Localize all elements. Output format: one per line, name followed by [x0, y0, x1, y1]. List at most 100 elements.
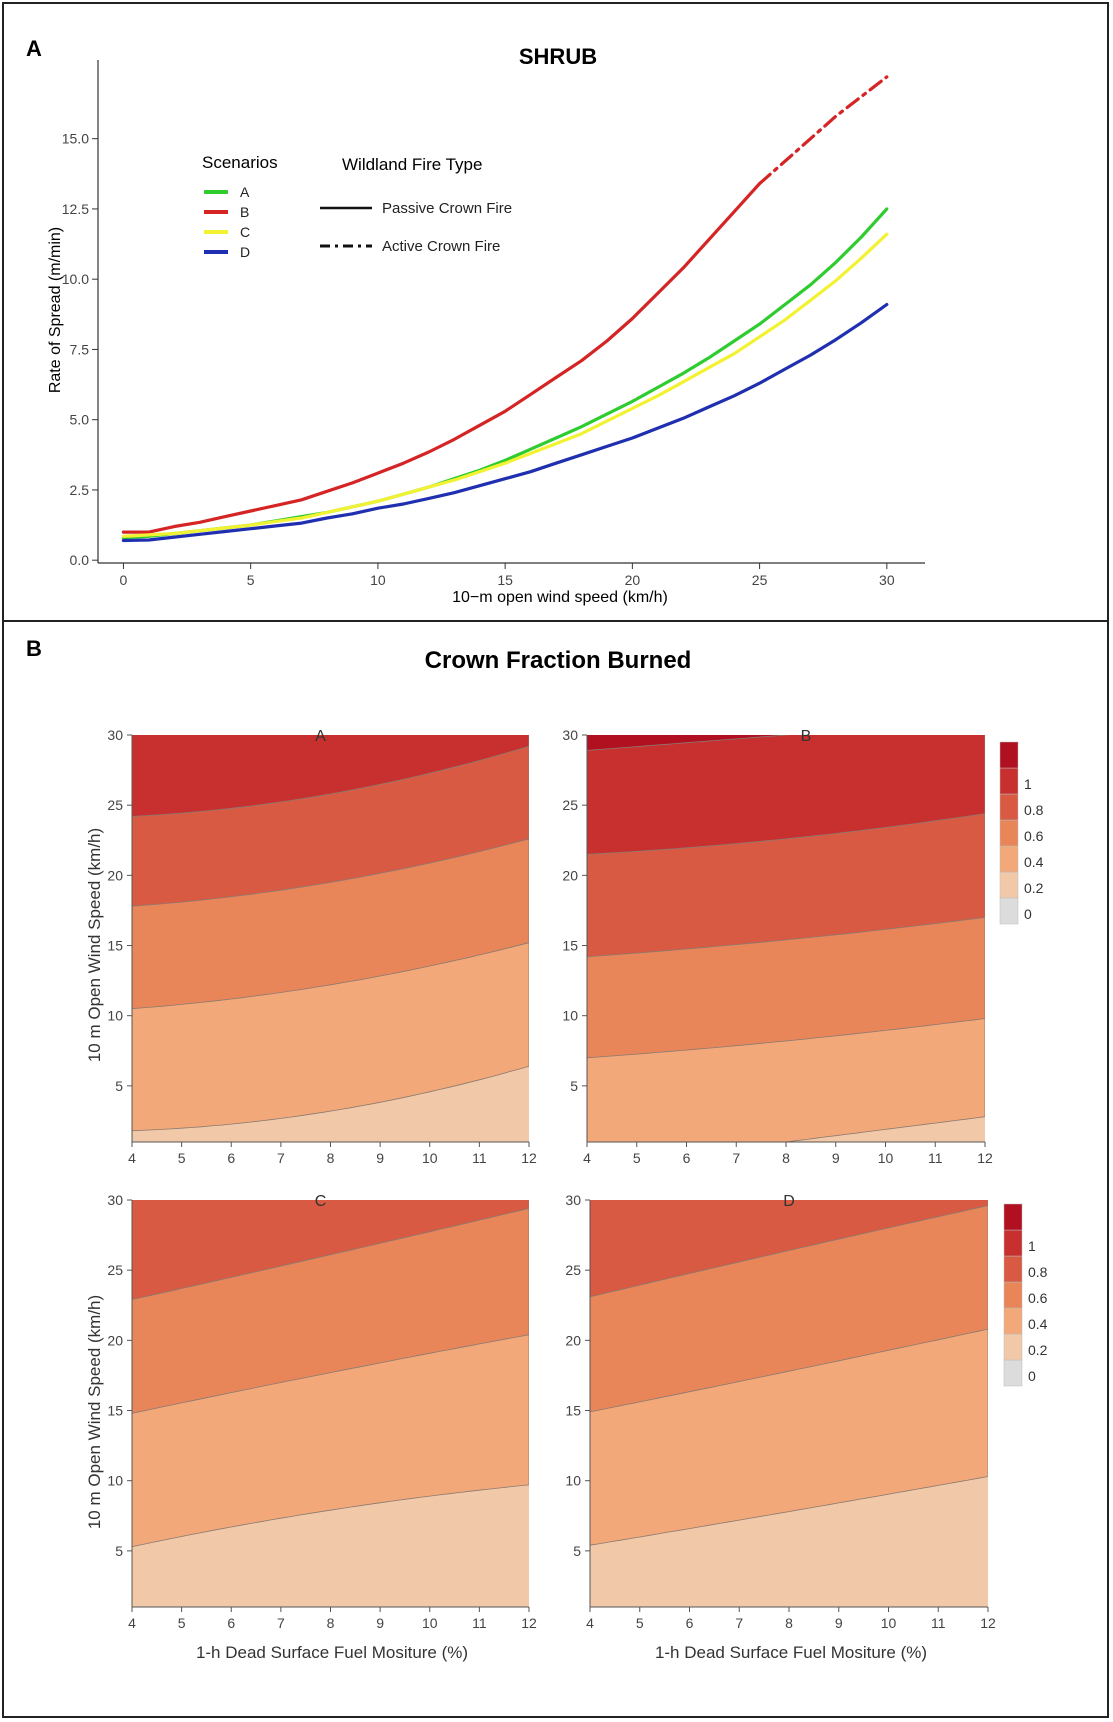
linetype-label: Passive Crown Fire	[382, 200, 512, 217]
colorbar-swatch	[999, 741, 1019, 769]
x-tick-label: 4	[128, 1615, 136, 1631]
y-tick-label: 2.5	[70, 482, 90, 498]
series-line-b	[757, 75, 889, 186]
colorbar-label: 0.6	[1024, 828, 1044, 844]
contour-panel-title: A	[315, 728, 326, 745]
y-tick-label: 15	[562, 938, 578, 954]
legend-label-c: C	[240, 224, 250, 240]
colorbar-swatch	[999, 767, 1019, 795]
y-tick-label: 20	[107, 867, 123, 883]
x-tick-label: 5	[247, 572, 255, 588]
x-tick-label: 7	[735, 1615, 743, 1631]
x-tick-label: 5	[636, 1615, 644, 1631]
y-tick-label: 10	[107, 1473, 123, 1489]
x-tick-label: 4	[583, 1150, 591, 1166]
colorbar-swatch	[1003, 1255, 1023, 1283]
x-tick-label: 5	[178, 1615, 186, 1631]
panel-a-letter: A	[26, 36, 42, 61]
panel-b-ylabel-top: 10 m Open Wind Speed (km/h)	[85, 828, 104, 1062]
colorbar-swatch	[1003, 1229, 1023, 1257]
contour-panel-title: D	[783, 1193, 795, 1210]
panel-b-xlabel-left: 1-h Dead Surface Fuel Mositure (%)	[196, 1643, 468, 1662]
x-tick-label: 6	[683, 1150, 691, 1166]
y-tick-label: 20	[107, 1332, 123, 1348]
y-tick-label: 10	[107, 1008, 123, 1024]
x-tick-label: 9	[376, 1150, 384, 1166]
series-line-a	[121, 207, 889, 540]
y-tick-label: 25	[107, 1262, 123, 1278]
x-tick-label: 11	[472, 1615, 487, 1631]
x-tick-label: 15	[497, 572, 513, 588]
contour-band	[590, 1200, 988, 1298]
colorbar-label: 0.4	[1024, 854, 1044, 870]
panel-divider	[2, 620, 1109, 622]
y-tick-label: 12.5	[62, 201, 89, 217]
y-tick-label: 5	[115, 1078, 123, 1094]
x-tick-label: 8	[785, 1615, 793, 1631]
x-tick-label: 11	[931, 1615, 946, 1631]
x-tick-label: 7	[277, 1150, 285, 1166]
colorbar-swatch	[1003, 1307, 1023, 1335]
x-tick-label: 9	[835, 1615, 843, 1631]
x-tick-label: 12	[521, 1150, 537, 1166]
x-tick-label: 25	[752, 572, 768, 588]
y-tick-label: 15	[107, 1403, 123, 1419]
colorbar-label: 0.2	[1028, 1342, 1048, 1358]
y-tick-label: 10	[565, 1473, 581, 1489]
legend-title-scenarios: Scenarios	[202, 153, 278, 172]
x-tick-label: 11	[928, 1150, 943, 1166]
x-tick-label: 10	[878, 1150, 894, 1166]
panel-b-letter: B	[26, 636, 42, 661]
x-tick-label: 6	[227, 1150, 235, 1166]
colorbar-label: 0.8	[1028, 1264, 1048, 1280]
series-line-c	[121, 232, 889, 538]
x-tick-label: 20	[625, 572, 641, 588]
colorbar-swatch	[999, 871, 1019, 899]
y-tick-label: 20	[562, 867, 578, 883]
colorbar-swatch	[999, 819, 1019, 847]
colorbar-swatch	[1003, 1359, 1023, 1387]
legend-label-a: A	[240, 184, 250, 200]
panel-b-contour-plots: 4 5 6 7 8 9 10 11 12 5 10 15 20 25 30 A 4 5 6 7 8 9 10 11 12 5 10 1…	[107, 727, 996, 1631]
x-tick-label: 5	[633, 1150, 641, 1166]
y-tick-label: 5	[573, 1543, 581, 1559]
panel-a-lines	[121, 75, 889, 543]
x-tick-label: 5	[178, 1150, 186, 1166]
y-tick-label: 30	[562, 727, 578, 743]
colorbar-label: 0.2	[1024, 880, 1044, 896]
legend-label-b: B	[240, 204, 249, 220]
y-tick-label: 15	[565, 1403, 581, 1419]
x-tick-label: 9	[832, 1150, 840, 1166]
colorbar-label: 0.6	[1028, 1290, 1048, 1306]
x-tick-label: 6	[686, 1615, 694, 1631]
y-tick-label: 5	[570, 1078, 578, 1094]
x-tick-label: 8	[782, 1150, 790, 1166]
contour-band	[587, 735, 985, 855]
y-tick-label: 5	[115, 1543, 123, 1559]
contour-band	[587, 735, 791, 751]
y-tick-label: 25	[562, 797, 578, 813]
x-tick-label: 4	[128, 1150, 136, 1166]
y-tick-label: 20	[565, 1332, 581, 1348]
x-tick-label: 6	[227, 1615, 235, 1631]
fire-type-legend: Passive Crown Fire Active Crown Fire	[320, 200, 512, 255]
x-tick-label: 11	[472, 1150, 487, 1166]
y-tick-label: 15	[107, 938, 123, 954]
contour-panel-title: C	[315, 1193, 327, 1210]
legend-title-fire-type: Wildland Fire Type	[342, 155, 482, 174]
contour-panel-a	[132, 735, 529, 1142]
panel-b-colorbars: 0 0.2 0.4 0.6 0.8 1 0 0.2 0.4 0.6 0.8 1	[999, 741, 1048, 1387]
series-line-b	[121, 182, 762, 534]
x-tick-label: 7	[732, 1150, 740, 1166]
y-tick-label: 7.5	[70, 341, 90, 357]
y-tick-label: 10.0	[62, 271, 89, 287]
x-tick-label: 30	[879, 572, 895, 588]
panel-a-title: SHRUB	[519, 44, 597, 69]
panel-a-xlabel: 10−m open wind speed (km/h)	[452, 589, 668, 606]
x-tick-label: 9	[376, 1615, 384, 1631]
x-tick-label: 10	[881, 1615, 897, 1631]
x-tick-label: 12	[521, 1615, 537, 1631]
x-tick-label: 7	[277, 1615, 285, 1631]
